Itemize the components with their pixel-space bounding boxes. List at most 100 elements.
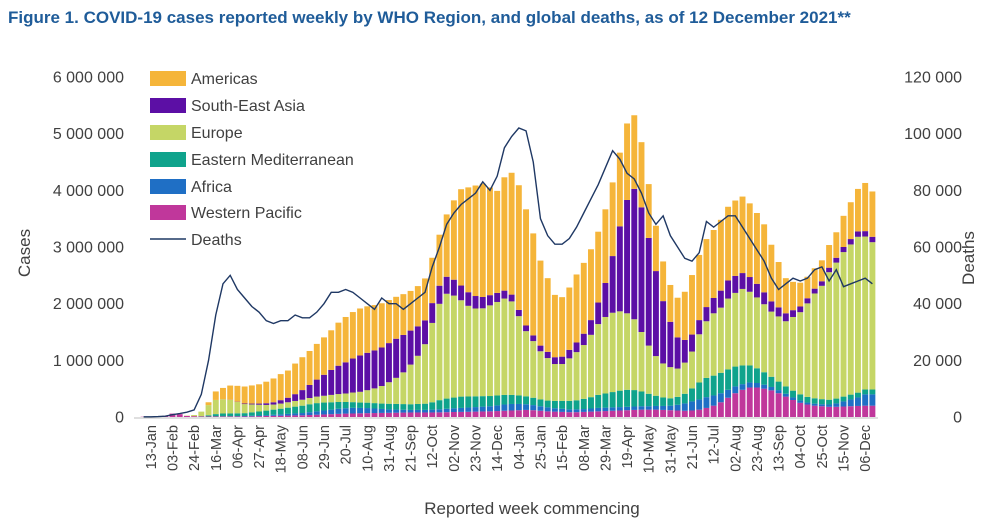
x-tick-label: 06-Apr [230, 425, 246, 469]
bar-south-east-asia-66 [616, 226, 623, 312]
bar-western-pacific-25 [321, 414, 327, 417]
bar-western-pacific-72 [660, 409, 667, 417]
bar-africa-26 [328, 409, 335, 415]
bar-africa-79 [710, 395, 717, 406]
bar-europe-73 [667, 367, 674, 399]
bar-americas-43 [450, 200, 457, 280]
bar-americas-12 [227, 385, 234, 400]
bar-south-east-asia-70 [645, 237, 652, 346]
bar-south-east-asia-48 [487, 295, 493, 306]
bar-eastern-mediterranean-10 [212, 414, 219, 417]
bar-africa-31 [364, 408, 371, 414]
bar-americas-54 [530, 233, 537, 336]
bar-eastern-mediterranean-52 [515, 395, 522, 404]
bar-eastern-mediterranean-36 [400, 404, 407, 410]
bar-western-pacific-35 [393, 412, 400, 417]
bar-americas-16 [256, 384, 263, 404]
bar-western-pacific-26 [328, 414, 335, 417]
bar-western-pacific-19 [277, 415, 284, 417]
bar-eastern-mediterranean-42 [443, 398, 450, 409]
bar-south-east-asia-14 [241, 403, 248, 405]
bar-africa-53 [523, 404, 529, 410]
legend-label-europe: Europe [191, 125, 243, 142]
bar-south-east-asia-101 [869, 236, 876, 243]
bar-americas-31 [364, 306, 371, 353]
bar-south-east-asia-57 [551, 357, 558, 365]
bar-western-pacific-44 [458, 411, 465, 417]
bar-americas-58 [559, 297, 566, 357]
bar-south-east-asia-100 [862, 231, 869, 237]
bar-africa-19 [277, 414, 284, 416]
bar-americas-24 [313, 343, 320, 380]
y2-tick-label: 0 [953, 410, 962, 427]
y-tick-label: 6 000 000 [53, 70, 124, 87]
bar-europe-89 [782, 321, 789, 387]
bar-africa-94 [818, 404, 825, 407]
bar-eastern-mediterranean-93 [811, 398, 818, 404]
bar-eastern-mediterranean-70 [645, 393, 652, 407]
bar-africa-92 [804, 402, 811, 405]
bar-africa-74 [674, 404, 681, 411]
bar-americas-48 [487, 187, 493, 296]
bar-western-pacific-73 [667, 410, 674, 417]
bar-europe-20 [284, 402, 291, 408]
bar-south-east-asia-73 [667, 321, 674, 368]
bar-africa-82 [732, 386, 739, 394]
bar-western-pacific-99 [855, 405, 861, 417]
bar-eastern-mediterranean-29 [349, 402, 356, 408]
bar-americas-25 [321, 337, 327, 375]
bar-europe-45 [465, 305, 472, 397]
bar-europe-64 [602, 316, 609, 394]
bar-americas-23 [306, 350, 313, 385]
bar-africa-96 [833, 403, 840, 407]
bar-europe-60 [573, 352, 580, 401]
bar-eastern-mediterranean-15 [248, 412, 255, 416]
bar-americas-79 [710, 230, 717, 298]
bar-south-east-asia-80 [717, 290, 724, 308]
bar-americas-41 [436, 234, 443, 286]
bar-eastern-mediterranean-44 [458, 396, 465, 408]
x-tick-label: 20-Jul [339, 425, 355, 465]
bar-europe-50 [501, 298, 508, 395]
bar-africa-54 [530, 405, 537, 411]
bar-eastern-mediterranean-98 [847, 394, 854, 400]
legend-swatch-europe [150, 125, 186, 140]
bar-south-east-asia-82 [732, 275, 739, 293]
x-tick-label: 13-Jan [144, 425, 160, 469]
x-axis-label: Reported week commencing [424, 499, 639, 518]
bar-africa-77 [696, 399, 703, 410]
bar-americas-65 [609, 182, 616, 257]
bar-western-pacific-31 [364, 413, 371, 417]
bar-western-pacific-53 [523, 409, 529, 417]
bar-south-east-asia-28 [342, 362, 349, 394]
bar-eastern-mediterranean-47 [479, 396, 486, 407]
bar-western-pacific-77 [696, 409, 703, 417]
bar-western-pacific-59 [566, 412, 573, 417]
bar-eastern-mediterranean-9 [205, 415, 212, 417]
bar-eastern-mediterranean-40 [429, 402, 436, 410]
bar-africa-46 [472, 407, 479, 412]
bar-eastern-mediterranean-30 [357, 402, 364, 408]
bar-americas-64 [602, 209, 609, 283]
bar-south-east-asia-55 [537, 345, 544, 352]
bar-africa-88 [775, 390, 782, 394]
bar-eastern-mediterranean-41 [436, 400, 443, 410]
bar-eastern-mediterranean-72 [660, 397, 667, 406]
bar-africa-16 [256, 415, 263, 417]
bar-europe-24 [313, 396, 320, 404]
bar-eastern-mediterranean-56 [544, 400, 551, 408]
bar-africa-37 [407, 409, 414, 413]
bar-africa-23 [306, 412, 313, 416]
bar-eastern-mediterranean-34 [385, 403, 392, 410]
bar-eastern-mediterranean-71 [652, 395, 659, 406]
bar-africa-64 [602, 407, 609, 412]
bar-eastern-mediterranean-39 [422, 403, 428, 410]
bar-eastern-mediterranean-79 [710, 375, 717, 396]
bar-eastern-mediterranean-43 [450, 397, 457, 409]
bar-americas-27 [335, 322, 342, 366]
bar-americas-89 [782, 278, 789, 314]
bar-eastern-mediterranean-77 [696, 382, 703, 400]
bar-western-pacific-76 [689, 410, 695, 417]
bar-south-east-asia-75 [681, 339, 688, 363]
bar-americas-46 [472, 185, 479, 297]
